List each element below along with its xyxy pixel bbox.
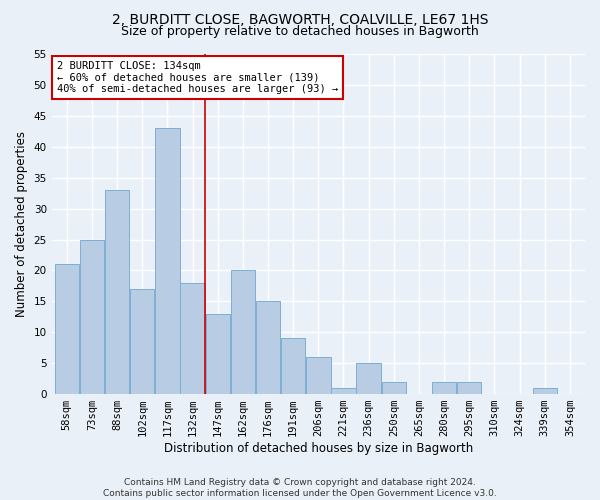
Bar bbox=[533, 388, 557, 394]
Text: 2, BURDITT CLOSE, BAGWORTH, COALVILLE, LE67 1HS: 2, BURDITT CLOSE, BAGWORTH, COALVILLE, L… bbox=[112, 12, 488, 26]
Bar bbox=[457, 382, 481, 394]
Text: 2 BURDITT CLOSE: 134sqm
← 60% of detached houses are smaller (139)
40% of semi-d: 2 BURDITT CLOSE: 134sqm ← 60% of detache… bbox=[57, 61, 338, 94]
Bar bbox=[206, 314, 230, 394]
Bar bbox=[382, 382, 406, 394]
Bar bbox=[55, 264, 79, 394]
Bar bbox=[281, 338, 305, 394]
Text: Contains HM Land Registry data © Crown copyright and database right 2024.
Contai: Contains HM Land Registry data © Crown c… bbox=[103, 478, 497, 498]
Bar bbox=[155, 128, 179, 394]
Text: Size of property relative to detached houses in Bagworth: Size of property relative to detached ho… bbox=[121, 25, 479, 38]
Bar bbox=[306, 357, 331, 394]
Bar bbox=[105, 190, 129, 394]
Bar bbox=[181, 283, 205, 394]
Bar bbox=[331, 388, 356, 394]
Bar bbox=[256, 302, 280, 394]
Y-axis label: Number of detached properties: Number of detached properties bbox=[15, 131, 28, 317]
Bar bbox=[230, 270, 255, 394]
Bar bbox=[356, 363, 381, 394]
X-axis label: Distribution of detached houses by size in Bagworth: Distribution of detached houses by size … bbox=[164, 442, 473, 455]
Bar bbox=[130, 289, 154, 394]
Bar bbox=[80, 240, 104, 394]
Bar bbox=[432, 382, 457, 394]
